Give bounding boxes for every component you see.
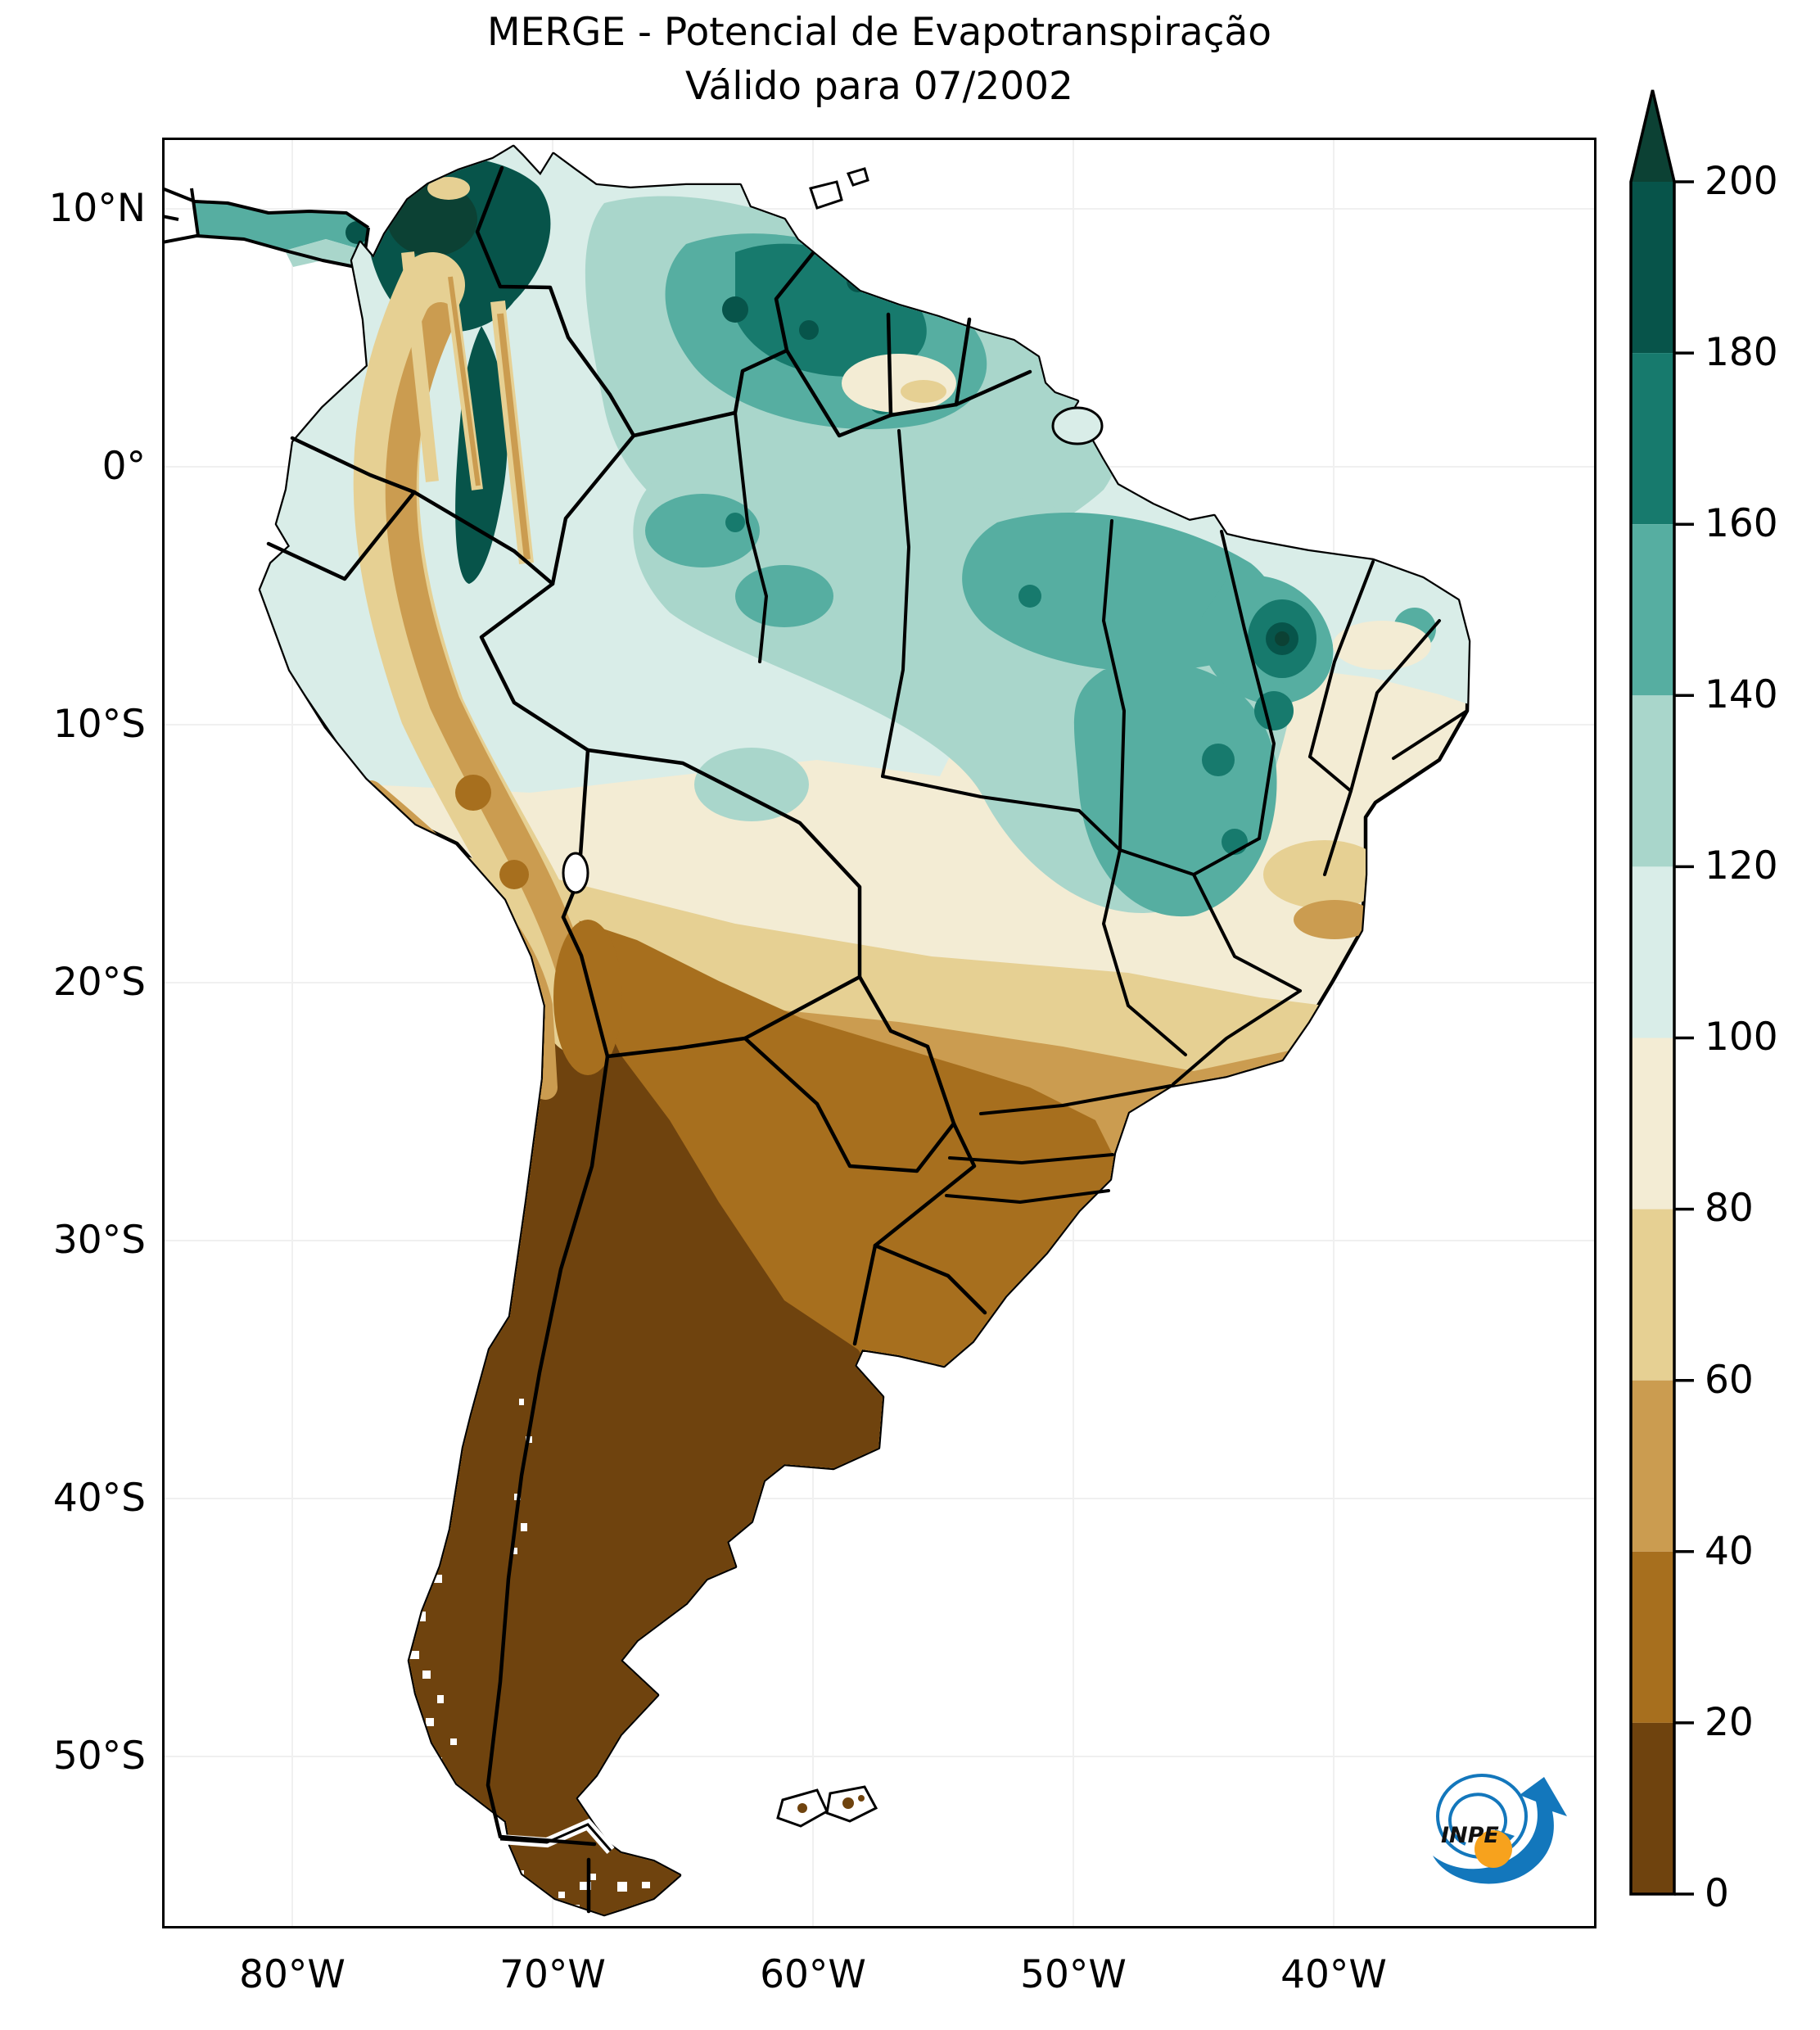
region-mid-teal-bolivia (694, 748, 809, 821)
cbar-seg-40-60 (1631, 1380, 1674, 1552)
state-borders (734, 411, 1469, 1204)
marajo-island (1051, 406, 1104, 445)
deepteal-dot4 (1202, 744, 1235, 776)
region-teal-sw-amazon2 (735, 565, 833, 627)
xtick-70w: 70°W (499, 1952, 606, 1997)
patch-guyana-tan (901, 380, 946, 403)
logo-inner-arc-icon (1448, 1793, 1507, 1846)
deepteal-dot6 (1254, 691, 1294, 730)
cordillera-3-core (497, 313, 531, 560)
cbar-label-140: 140 (1705, 672, 1778, 717)
cbar-label-200: 200 (1705, 159, 1778, 204)
falkland-islands (776, 1785, 878, 1828)
cbar-label-60: 60 (1705, 1358, 1754, 1403)
cbar-label-0: 0 (1705, 1871, 1729, 1916)
region-darkest-maranhao (1275, 631, 1289, 646)
lake-titicaca (562, 852, 589, 894)
xtick-80w: 80°W (239, 1952, 345, 1997)
region-darkest-colombia-core (387, 183, 477, 256)
chart-title: MERGE - Potencial de Evapotranspiração (487, 10, 1271, 55)
cordillera-2-core (448, 276, 481, 486)
logo-swoosh-icon (1433, 1777, 1567, 1884)
logo-text: INPE (1441, 1823, 1499, 1848)
cbar-label-20: 20 (1705, 1700, 1754, 1745)
magellan-strait-line (499, 1823, 612, 1851)
patch-bahia-brown (1294, 900, 1375, 939)
deepteal-dot2 (1018, 585, 1041, 608)
trinidad-island (809, 180, 843, 210)
cbar-seg-60-80 (1631, 1209, 1674, 1381)
andes-brown-core (385, 302, 598, 1029)
country-borders (266, 165, 1032, 1914)
cbar-seg-0-20 (1631, 1722, 1674, 1894)
andes-altiplano (553, 920, 622, 1075)
region-teal-para (962, 513, 1277, 671)
cbar-tick-marks (1674, 180, 1694, 1896)
cbar-seg-180-200 (1631, 182, 1674, 354)
cbar-label-160: 160 (1705, 501, 1778, 546)
ytick-0: 0° (102, 444, 146, 489)
ytick-10n: 10°N (48, 186, 146, 231)
patch-guajira-tan (427, 177, 470, 200)
map-canvas (162, 138, 1596, 1928)
cbar-label-180: 180 (1705, 330, 1778, 375)
deepteal-dot3 (725, 513, 745, 532)
cbar-arrow-over (1631, 90, 1674, 182)
cbar-seg-140-160 (1631, 524, 1674, 696)
ytick-40s: 40°S (52, 1476, 146, 1521)
cbar-seg-120-140 (1631, 695, 1674, 867)
andes-spot2 (499, 860, 529, 889)
ytick-10s: 10°S (52, 702, 146, 747)
map-frame (162, 138, 1596, 1928)
panama-strip (162, 187, 370, 269)
cbar-seg-20-40 (1631, 1551, 1674, 1723)
andes-spot1 (455, 775, 491, 811)
cbar-label-80: 80 (1705, 1186, 1754, 1231)
cbar-outline (1629, 89, 1676, 1896)
cbar-label-120: 120 (1705, 843, 1778, 888)
dark-dot-ven2 (799, 320, 819, 340)
colorbar (1629, 89, 1694, 1896)
ytick-30s: 30°S (52, 1218, 146, 1263)
cbar-label-40: 40 (1705, 1529, 1754, 1574)
ytick-20s: 20°S (52, 960, 146, 1005)
xtick-50w: 50°W (1020, 1952, 1127, 1997)
logo-orange-ball-icon (1475, 1830, 1512, 1868)
tobago-island (846, 167, 869, 187)
cbar-seg-160-180 (1631, 353, 1674, 525)
xtick-40w: 40°W (1280, 1952, 1387, 1997)
chart-subtitle: Válido para 07/2002 (685, 64, 1073, 109)
cbar-seg-100-120 (1631, 866, 1674, 1038)
region-teal-sw-amazon (645, 494, 760, 567)
band-tan-60 (260, 842, 1469, 1915)
inpe-logo: INPE (1433, 1774, 1567, 1884)
dark-dot-ven1 (722, 296, 748, 323)
xtick-60w: 60°W (760, 1952, 866, 1997)
cordillera-1 (401, 251, 439, 482)
cbar-seg-80-100 (1631, 1038, 1674, 1209)
cbar-label-100: 100 (1705, 1015, 1778, 1060)
ytick-50s: 50°S (52, 1734, 146, 1779)
